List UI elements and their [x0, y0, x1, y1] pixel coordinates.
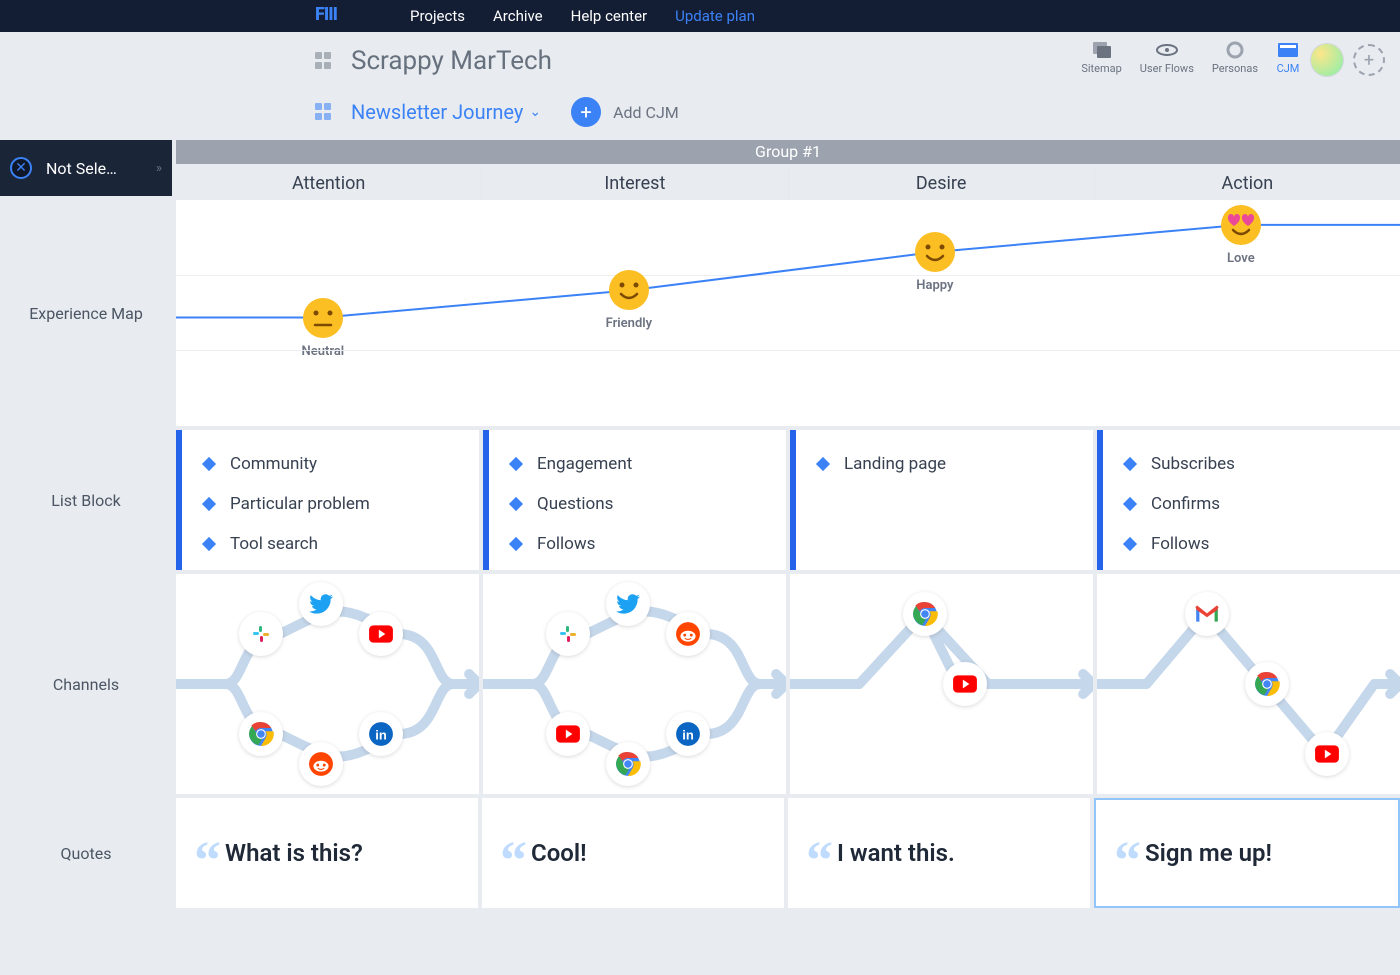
expand-icon[interactable]: » [156, 161, 162, 176]
list-item: Subscribes [1125, 444, 1390, 484]
reddit-icon[interactable] [666, 612, 710, 656]
list-item: Engagement [511, 444, 776, 484]
linkedin-icon[interactable]: in [666, 712, 710, 756]
add-cjm-button[interactable]: + [571, 97, 601, 127]
reddit-icon[interactable] [299, 742, 343, 786]
channels-row: in in [176, 574, 1400, 794]
list-cell[interactable]: SubscribesConfirmsFollows [1097, 430, 1400, 570]
quote-cell[interactable]: “I want this. [788, 798, 1090, 908]
nav-help[interactable]: Help center [571, 7, 647, 25]
gmail-icon[interactable] [1185, 592, 1229, 636]
list-item: Tool search [204, 524, 469, 564]
nav-update-plan[interactable]: Update plan [675, 7, 755, 25]
row-label-experience: Experience Map [0, 200, 172, 426]
experience-map[interactable]: Neutral Friendly Happy Love [176, 200, 1400, 426]
emoji-label: Happy [916, 278, 953, 293]
slack-icon[interactable] [546, 612, 590, 656]
channel-cell[interactable]: in [176, 574, 479, 794]
emoji-neutral[interactable] [303, 298, 343, 338]
list-item: Landing page [818, 444, 1083, 484]
stage-desire[interactable]: Desire [788, 168, 1094, 200]
list-item: Confirms [1125, 484, 1390, 524]
youtube-icon[interactable] [546, 712, 590, 756]
tab-sitemap[interactable]: Sitemap [1081, 40, 1121, 75]
list-block-row: CommunityParticular problemTool searchEn… [176, 430, 1400, 570]
list-cell[interactable]: Landing page [790, 430, 1093, 570]
quote-cell[interactable]: “Sign me up! [1094, 798, 1400, 908]
nav-archive[interactable]: Archive [493, 7, 543, 25]
emoji-label: Friendly [606, 316, 652, 331]
emoji-label: Neutral [302, 344, 345, 359]
list-item: Questions [511, 484, 776, 524]
chrome-icon[interactable] [903, 592, 947, 636]
chrome-icon[interactable] [606, 742, 650, 786]
emoji-love[interactable] [1221, 205, 1261, 245]
youtube-icon[interactable] [359, 612, 403, 656]
list-item: Particular problem [204, 484, 469, 524]
quote-icon: “ [500, 850, 527, 872]
persona-selector[interactable]: ✕ Not Sele… » [0, 140, 172, 196]
emoji-happy[interactable] [915, 232, 955, 272]
twitter-icon[interactable] [299, 582, 343, 626]
row-label-quotes: Quotes [0, 798, 172, 908]
quotes-row: “What is this?“Cool!“I want this.“Sign m… [176, 798, 1400, 908]
quote-cell[interactable]: “Cool! [482, 798, 784, 908]
grid-icon[interactable] [315, 52, 333, 70]
linkedin-icon[interactable]: in [359, 712, 403, 756]
quote-icon: “ [194, 850, 221, 872]
quote-cell[interactable]: “What is this? [176, 798, 478, 908]
chevron-down-icon: ⌄ [529, 104, 541, 120]
svg-text:in: in [375, 727, 387, 742]
journey-selector[interactable]: Newsletter Journey ⌄ [351, 100, 541, 124]
journey-bar: Newsletter Journey ⌄ + Add CJM [0, 90, 1400, 134]
logo: FIII [315, 4, 337, 25]
top-nav: FIII Projects Archive Help center Update… [0, 0, 1400, 32]
group-header[interactable]: Group #1 [176, 140, 1400, 164]
chrome-icon[interactable] [1245, 662, 1289, 706]
quote-icon: “ [806, 850, 833, 872]
svg-text:in: in [682, 727, 694, 742]
tab-personas[interactable]: Personas [1212, 40, 1258, 75]
tab-userflows[interactable]: User Flows [1140, 40, 1194, 75]
view-tabs: Sitemap User Flows Personas CJM [1081, 40, 1300, 75]
avatar-area: + [1311, 44, 1385, 76]
close-icon[interactable]: ✕ [10, 157, 32, 179]
twitter-icon[interactable] [606, 582, 650, 626]
chrome-icon[interactable] [239, 712, 283, 756]
tab-cjm[interactable]: CJM [1276, 40, 1300, 75]
title-bar: Scrappy MarTech Sitemap User Flows Perso… [0, 32, 1400, 90]
nav-projects[interactable]: Projects [410, 7, 465, 25]
add-cjm-label: Add CJM [613, 103, 679, 122]
channel-cell[interactable]: in [483, 574, 786, 794]
list-item: Follows [511, 524, 776, 564]
channel-cell[interactable] [790, 574, 1093, 794]
add-user-button[interactable]: + [1353, 44, 1385, 76]
slack-icon[interactable] [239, 612, 283, 656]
user-avatar[interactable] [1311, 44, 1343, 76]
youtube-icon[interactable] [943, 662, 987, 706]
stage-action[interactable]: Action [1094, 168, 1400, 200]
stage-headers: Attention Interest Desire Action [176, 168, 1400, 200]
channel-cell[interactable] [1097, 574, 1400, 794]
youtube-icon[interactable] [1305, 732, 1349, 776]
stage-attention[interactable]: Attention [176, 168, 481, 200]
project-title: Scrappy MarTech [351, 46, 552, 76]
list-cell[interactable]: EngagementQuestionsFollows [483, 430, 786, 570]
emoji-label: Love [1227, 251, 1255, 266]
quote-icon: “ [1114, 850, 1141, 872]
row-label-channels: Channels [0, 574, 172, 794]
stage-interest[interactable]: Interest [481, 168, 787, 200]
emoji-friendly[interactable] [609, 270, 649, 310]
list-item: Community [204, 444, 469, 484]
cjm-grid: Group #1 Attention Interest Desire Actio… [0, 140, 1400, 975]
grid-icon-2[interactable] [315, 103, 333, 121]
row-label-list: List Block [0, 430, 172, 570]
list-item: Follows [1125, 524, 1390, 564]
list-cell[interactable]: CommunityParticular problemTool search [176, 430, 479, 570]
